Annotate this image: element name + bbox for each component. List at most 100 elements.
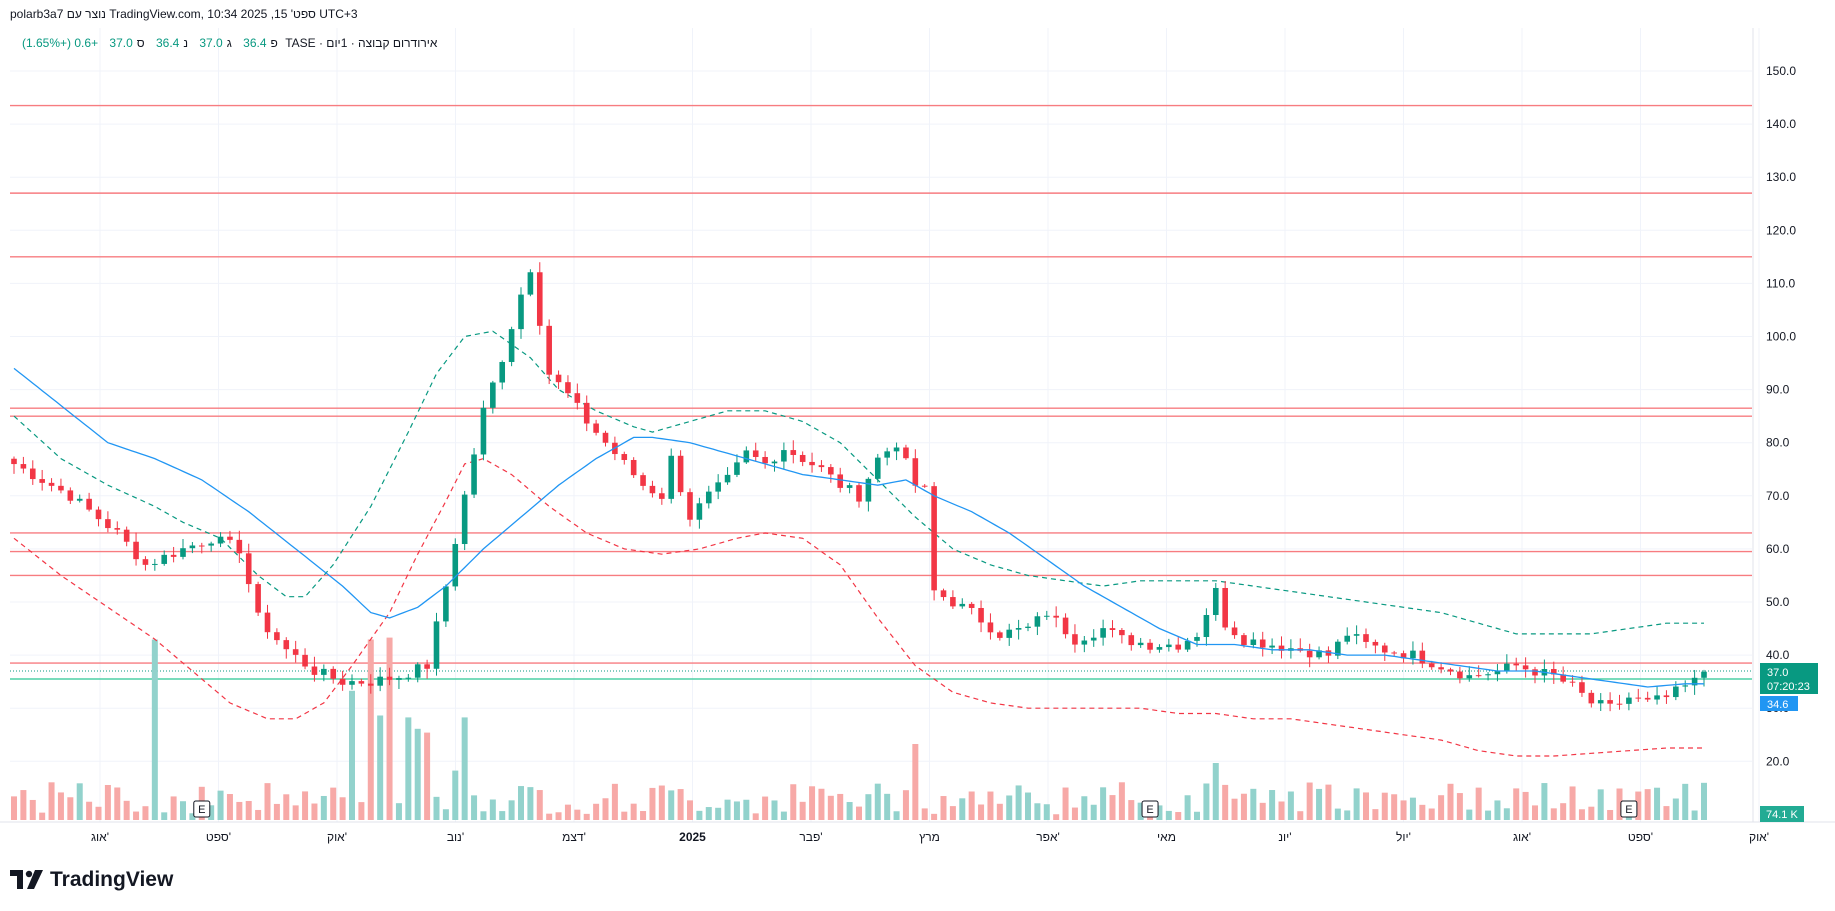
candle-body bbox=[1034, 616, 1041, 627]
time-tick-label: ספט' bbox=[1628, 830, 1653, 844]
candle-body bbox=[668, 455, 675, 499]
candle-body bbox=[58, 485, 64, 491]
volume-bar bbox=[884, 793, 891, 820]
low-label: נ bbox=[183, 36, 189, 50]
volume-bar bbox=[1250, 788, 1257, 820]
volume-bar bbox=[546, 813, 553, 820]
candle-body bbox=[583, 402, 590, 424]
volume-bar bbox=[1485, 810, 1492, 820]
candle-body bbox=[1457, 671, 1463, 679]
volume-bar bbox=[57, 792, 64, 820]
volume-bar bbox=[283, 794, 290, 820]
volume-bar bbox=[1663, 806, 1670, 820]
volume-bar bbox=[264, 783, 271, 820]
candle-body bbox=[1212, 587, 1219, 616]
candle-body bbox=[414, 664, 421, 678]
volume-bar bbox=[668, 790, 675, 820]
candle-body bbox=[1438, 667, 1444, 670]
volume-bar bbox=[1156, 805, 1163, 820]
candle-body bbox=[837, 474, 844, 488]
volume-bar bbox=[1297, 811, 1304, 820]
volume-bar bbox=[771, 800, 778, 820]
symbol-legend[interactable]: אירודרום קבוצה · 1יום · TASE פ36.4 ג37.0… bbox=[18, 36, 437, 50]
volume-bar bbox=[677, 789, 684, 820]
price-tick-label: 130.0 bbox=[1766, 170, 1796, 184]
candle-body bbox=[48, 482, 55, 486]
candle-body bbox=[921, 485, 928, 487]
volume-bar bbox=[161, 812, 168, 820]
candle-body bbox=[950, 597, 956, 607]
volume-bar bbox=[395, 803, 402, 820]
candle-body bbox=[799, 454, 806, 462]
candle-body bbox=[677, 455, 684, 493]
candle-body bbox=[903, 447, 909, 459]
high-label: ג bbox=[226, 36, 232, 50]
volume-bar bbox=[893, 811, 900, 820]
candle-body bbox=[170, 554, 177, 557]
candle-body bbox=[490, 382, 496, 408]
candle-body bbox=[1428, 663, 1435, 668]
tradingview-logo[interactable]: TradingView bbox=[10, 868, 173, 892]
horizontal-levels[interactable] bbox=[10, 104, 1752, 680]
volume-bar bbox=[818, 788, 825, 820]
price-tick-label: 140.0 bbox=[1766, 117, 1796, 131]
candle-body bbox=[856, 485, 862, 502]
time-tick-label: אוק' bbox=[327, 830, 347, 844]
candle-body bbox=[687, 492, 693, 520]
candle-body bbox=[217, 536, 224, 544]
volume-bar bbox=[226, 794, 233, 820]
volume-bar bbox=[780, 811, 787, 820]
candle-body bbox=[762, 456, 768, 464]
candle-body bbox=[1569, 681, 1576, 683]
volume-bar bbox=[1090, 804, 1097, 820]
high-field: ג37.0 bbox=[195, 36, 231, 50]
volume-bar bbox=[1109, 795, 1116, 820]
volume-bar bbox=[1513, 788, 1520, 820]
candle-body bbox=[377, 676, 383, 686]
earnings-marker[interactable] bbox=[193, 800, 211, 818]
candle-body bbox=[715, 482, 721, 492]
volume-bar bbox=[273, 803, 280, 820]
volume-bar bbox=[452, 770, 459, 820]
earnings-marker-label: E bbox=[1146, 804, 1153, 816]
candle-body bbox=[1081, 640, 1088, 645]
volume-bar bbox=[874, 783, 881, 820]
price-axis[interactable]: 150.0 140.0 130.0 120.0 110.0 100.0 90.0 80.0 70… bbox=[1766, 64, 1796, 768]
time-axis[interactable]: אוג' ספט' אוק' נוב' דצמ' 2025 פבר' מרץ אפר' מאי יו… bbox=[91, 830, 1769, 844]
earnings-marker[interactable] bbox=[1620, 800, 1638, 818]
volume-bar bbox=[865, 794, 872, 820]
volume-bar bbox=[433, 796, 440, 820]
change-value: +0.6 (+1.65%) bbox=[22, 36, 99, 50]
candle-body bbox=[1588, 692, 1595, 704]
volume-bar bbox=[1269, 790, 1276, 820]
earnings-marker[interactable] bbox=[1141, 800, 1159, 818]
volume-bar bbox=[555, 812, 562, 820]
candle-body bbox=[1147, 642, 1153, 650]
candle-body bbox=[790, 450, 797, 455]
candle-body bbox=[893, 447, 900, 452]
volume-bar bbox=[1550, 808, 1557, 820]
bar-countdown: 07:20:23 bbox=[1767, 681, 1810, 693]
candle-body bbox=[1644, 697, 1651, 700]
symbol-name[interactable]: אירודרום קבוצה · 1יום · TASE bbox=[285, 36, 438, 50]
candle-body bbox=[180, 548, 186, 557]
volume-bar bbox=[827, 795, 834, 820]
close-field: ס37.0 bbox=[105, 36, 144, 50]
volume-bar bbox=[1682, 783, 1689, 820]
candle-body bbox=[424, 664, 430, 669]
volume-bar bbox=[320, 795, 327, 820]
candle-body bbox=[367, 683, 374, 686]
volume-bar bbox=[940, 796, 947, 820]
time-tick-label: פבר' bbox=[799, 830, 822, 844]
candle-body bbox=[1475, 675, 1482, 677]
volume-bar bbox=[724, 799, 731, 820]
volume-bar bbox=[1128, 800, 1135, 820]
volume-bar bbox=[1522, 791, 1529, 820]
candle-body bbox=[471, 454, 477, 495]
time-tick-label: 2025 bbox=[679, 830, 706, 844]
candle-body bbox=[1222, 587, 1228, 628]
candle-body bbox=[1015, 628, 1022, 630]
volume-bar bbox=[1203, 783, 1210, 820]
